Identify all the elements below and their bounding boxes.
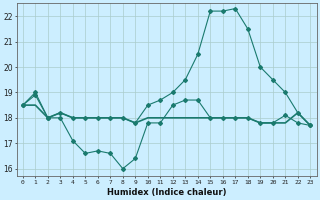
X-axis label: Humidex (Indice chaleur): Humidex (Indice chaleur): [107, 188, 226, 197]
